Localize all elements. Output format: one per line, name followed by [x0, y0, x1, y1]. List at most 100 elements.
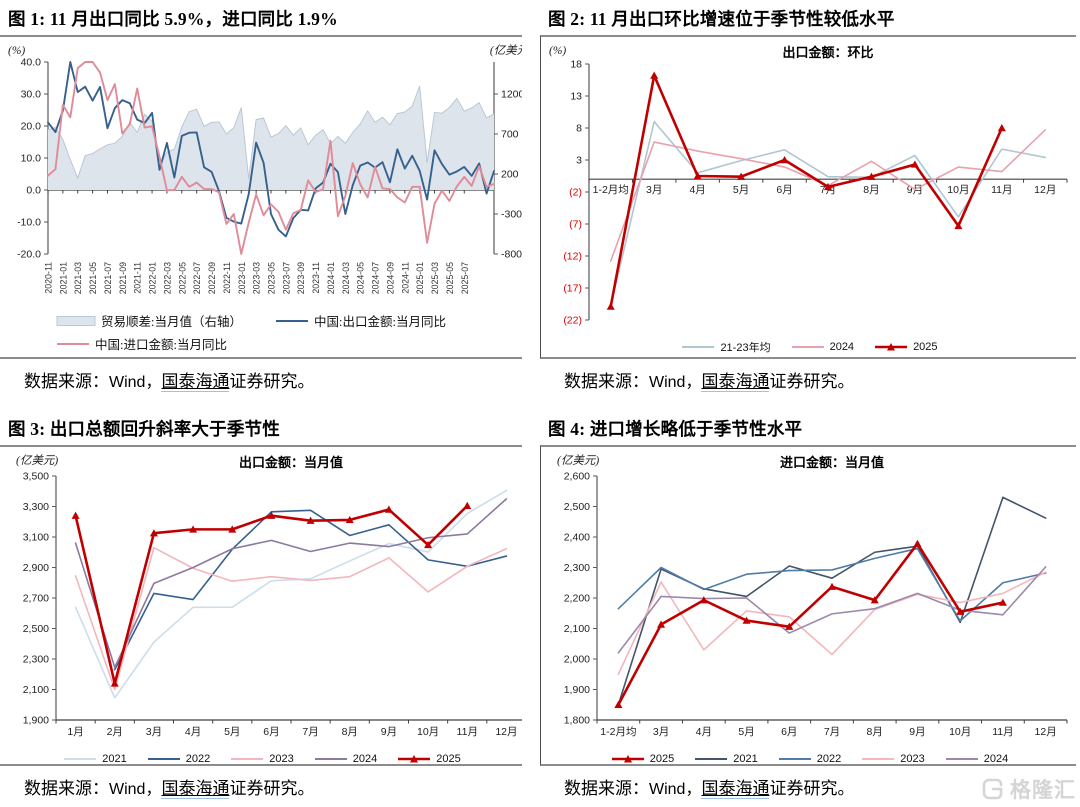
svg-text:1200: 1200	[501, 89, 522, 101]
svg-text:2,400: 2,400	[564, 532, 590, 544]
legend-swatch	[147, 758, 180, 760]
series-2022	[113, 509, 508, 671]
svg-text:2,700: 2,700	[23, 593, 49, 605]
svg-text:11月: 11月	[457, 726, 478, 738]
svg-text:2021-07: 2021-07	[103, 262, 113, 294]
svg-text:2024-11: 2024-11	[400, 262, 410, 294]
legend-item-2024: 2024	[314, 753, 377, 764]
svg-text:-20.0: -20.0	[17, 249, 41, 261]
svg-text:-300: -300	[501, 209, 522, 221]
svg-text:2024-05: 2024-05	[356, 262, 366, 294]
fig4-title: 图 4: 进口增长略低于季节性水平	[548, 419, 803, 439]
legend-swatch	[276, 319, 309, 322]
legend-label: 2025	[649, 753, 675, 765]
legend-label: 2025	[436, 753, 461, 765]
series-2025	[614, 539, 1007, 708]
svg-text:8月: 8月	[342, 726, 358, 738]
source-rest: 证券研究。	[769, 372, 855, 391]
svg-text:2025-05: 2025-05	[445, 262, 455, 294]
svg-text:4月: 4月	[689, 184, 705, 196]
svg-text:4月: 4月	[185, 726, 201, 738]
fig4-source: 数据来源：Wind，国泰海通证券研究。	[540, 766, 1076, 807]
source-rest: 证券研究。	[229, 372, 315, 391]
fig3-source: 数据来源：Wind，国泰海通证券研究。	[0, 766, 522, 807]
series-中国:进口金额:当月同比	[47, 61, 495, 255]
source-rest: 证券研究。	[229, 779, 315, 798]
legend-item-2024: 2024	[791, 341, 854, 353]
svg-text:3月: 3月	[146, 726, 162, 738]
fig4-chart: (亿美元) 进口金额：当月值 2,600 2,500 2,400 2,300 2,200 2,…	[543, 452, 1076, 751]
source-vendor: Wind，	[649, 781, 702, 798]
legend-item-中国:进口金额:当月同比: 中国:进口金额:当月同比	[56, 334, 275, 353]
svg-text:2022-03: 2022-03	[162, 262, 172, 294]
fig1-chart: (%) (亿美元) 40.0 30.0 20.0 10.0 0.0 -10.0 -20.0 120…	[2, 42, 522, 309]
svg-text:5月: 5月	[733, 184, 749, 196]
legend-item-贸易顺差:当月值（右轴）: 贸易顺差:当月值（右轴）	[56, 311, 275, 330]
legend-item-21-23年均: 21-23年均	[681, 339, 771, 355]
axis-right: 1200 700 200 -300 -800	[493, 62, 522, 261]
legend-label: 中国:进口金额:当月同比	[95, 338, 227, 352]
svg-text:2,600: 2,600	[564, 471, 590, 483]
axis-left: 2,600 2,500 2,400 2,300 2,200 2,100 2,000 1,900…	[564, 471, 598, 727]
svg-text:(22): (22)	[563, 315, 582, 327]
svg-text:7月: 7月	[302, 726, 318, 738]
legend-item-2025: 2025	[611, 753, 675, 765]
legend-swatch	[611, 755, 644, 763]
svg-text:0.0: 0.0	[26, 185, 41, 197]
series-2023	[74, 546, 508, 691]
fig3-title: 图 3: 出口总额回升斜率大于季节性	[8, 419, 280, 439]
svg-text:2,200: 2,200	[564, 593, 590, 605]
svg-text:2,300: 2,300	[564, 562, 590, 574]
legend-label: 2025	[913, 341, 938, 353]
svg-text:9月: 9月	[909, 726, 925, 738]
legend-swatch	[695, 758, 728, 760]
legend-label: 2021	[102, 753, 127, 765]
svg-text:(%): (%)	[8, 45, 25, 57]
source-vendor: Wind，	[649, 374, 702, 391]
svg-text:1,800: 1,800	[564, 715, 590, 727]
fig3-chart: (亿美元) 出口金额：当月值 3,500 3,300 3,100 2,900 2,700 2,…	[2, 452, 522, 751]
svg-text:2月: 2月	[107, 726, 123, 738]
gtht-link[interactable]: 国泰海通	[701, 779, 770, 799]
legend-swatch	[875, 343, 908, 351]
svg-text:2023-09: 2023-09	[296, 262, 306, 294]
svg-text:出口金额：环比: 出口金额：环比	[782, 45, 873, 60]
svg-text:10月: 10月	[949, 726, 971, 738]
gtht-link[interactable]: 国泰海通	[701, 372, 770, 392]
source-rest: 证券研究。	[769, 779, 855, 798]
svg-text:2025-01: 2025-01	[415, 262, 425, 294]
svg-text:6月: 6月	[781, 726, 797, 738]
svg-text:2023-11: 2023-11	[311, 262, 321, 294]
gtht-link[interactable]: 国泰海通	[161, 779, 230, 799]
legend-label: 2021	[733, 753, 758, 765]
panel-fig2: 图 2: 11 月出口环比增速位于季节性较低水平 (%) 出口金额：环比 18 13 8…	[540, 0, 1080, 400]
svg-text:(亿美元): (亿美元)	[557, 454, 599, 467]
source-label: 数据来源：	[24, 779, 109, 798]
svg-text:10月: 10月	[947, 184, 969, 196]
svg-text:11月: 11月	[992, 726, 1013, 738]
svg-text:2021-03: 2021-03	[73, 262, 83, 294]
fig2-legend: 21-23年均 2024 2025	[543, 337, 1076, 355]
svg-text:2,900: 2,900	[23, 562, 49, 574]
legend-item-2022: 2022	[147, 753, 210, 764]
axis-x: 1-2月均 3月 4月 5月 6月 7月 8月 9月 10月 11月 12月	[588, 178, 1068, 196]
svg-text:8月: 8月	[867, 726, 883, 738]
svg-text:6月: 6月	[776, 184, 792, 196]
svg-text:2,100: 2,100	[564, 623, 590, 635]
legend-swatch	[945, 758, 978, 760]
legend-swatch	[64, 758, 97, 760]
svg-text:30.0: 30.0	[21, 89, 42, 101]
figures-row-top: 图 1: 11 月出口同比 5.9%，进口同比 1.9% (%) (亿美元) 40.…	[0, 0, 1080, 400]
legend-label: 贸易顺差:当月值（右轴）	[101, 315, 242, 329]
axis-left: 3,500 3,300 3,100 2,900 2,700 2,500 2,300 2,100…	[23, 471, 57, 727]
svg-text:2,000: 2,000	[564, 654, 590, 666]
svg-text:(%): (%)	[549, 45, 566, 57]
fig1-svg: (%) (亿美元) 40.0 30.0 20.0 10.0 0.0 -10.0 -20.0 120…	[8, 44, 522, 294]
gtht-link[interactable]: 国泰海通	[161, 372, 230, 392]
fig3-svg: (亿美元) 出口金额：当月值 3,500 3,300 3,100 2,900 2,700 2,…	[16, 454, 522, 738]
svg-text:18: 18	[570, 59, 582, 71]
fig1-legend: 贸易顺差:当月值（右轴） 中国:出口金额:当月同比 中国:进口金额:当月同比	[2, 309, 522, 353]
fig2-svg: (%) 出口金额：环比 18 13 8 3 (2) (7) (12) (17) (22) 1-2月均 3…	[549, 45, 1068, 327]
svg-text:2022-07: 2022-07	[192, 262, 202, 294]
